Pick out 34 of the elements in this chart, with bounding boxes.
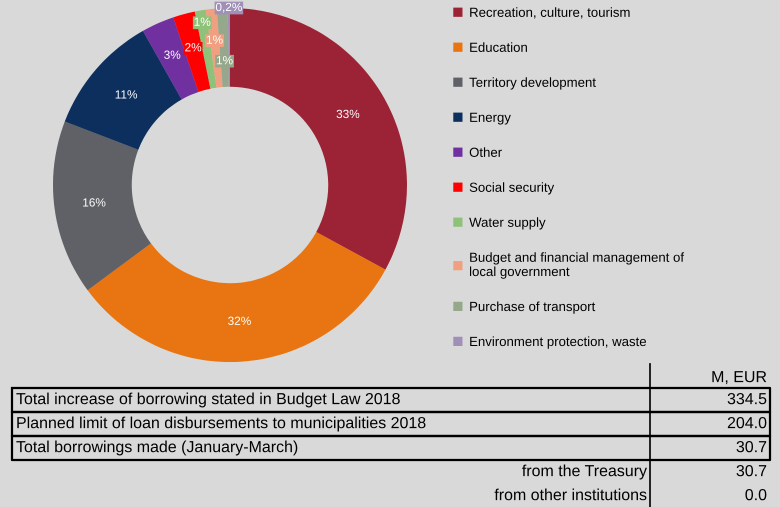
data-label: 16%: [83, 198, 106, 207]
legend-label: Energy: [470, 112, 511, 125]
donut-slice: [64, 30, 182, 150]
data-label: 33%: [336, 110, 360, 118]
text: 334.5: [728, 392, 766, 404]
legend-label: Territory development: [469, 77, 596, 90]
legend-label: Water supply: [469, 217, 546, 230]
legend-label: Education: [470, 42, 527, 52]
text: M, EUR: [712, 371, 766, 384]
text: from the Treasury: [522, 464, 647, 480]
data-label: 32%: [228, 316, 251, 326]
legend-label: Environment protection, waste: [470, 336, 646, 349]
text: 0.0: [745, 488, 766, 500]
donut-slice: [53, 122, 151, 290]
legend-label: Recreation, culture, tourism: [470, 7, 630, 19]
data-label: 1%: [206, 36, 223, 44]
text: from other institutions: [494, 488, 646, 500]
legend-label: Social security: [470, 182, 554, 195]
data-label: 1%: [194, 18, 210, 26]
text: Planned limit of loan disbursements to municipalities 2018: [17, 416, 426, 432]
legend-label: Other: [470, 147, 502, 157]
data-label: 3%: [164, 50, 180, 59]
data-label: 2%: [185, 43, 202, 52]
data-label: 0,2%: [216, 2, 242, 13]
data-label: 11%: [116, 90, 138, 99]
legend-label: Budget and financial management of local government: [470, 252, 684, 279]
legend-label: Purchase of transport: [470, 301, 596, 314]
data-label: 1%: [216, 56, 233, 64]
text: Total increase of borrowing stated in Budget Law 2018: [16, 392, 400, 408]
text: 204.0: [728, 416, 766, 428]
donut-slice: [88, 232, 386, 362]
text: Total borrowings made (January-March): [16, 440, 298, 456]
text: 30.7: [736, 440, 766, 452]
text: 30.7: [736, 464, 766, 476]
